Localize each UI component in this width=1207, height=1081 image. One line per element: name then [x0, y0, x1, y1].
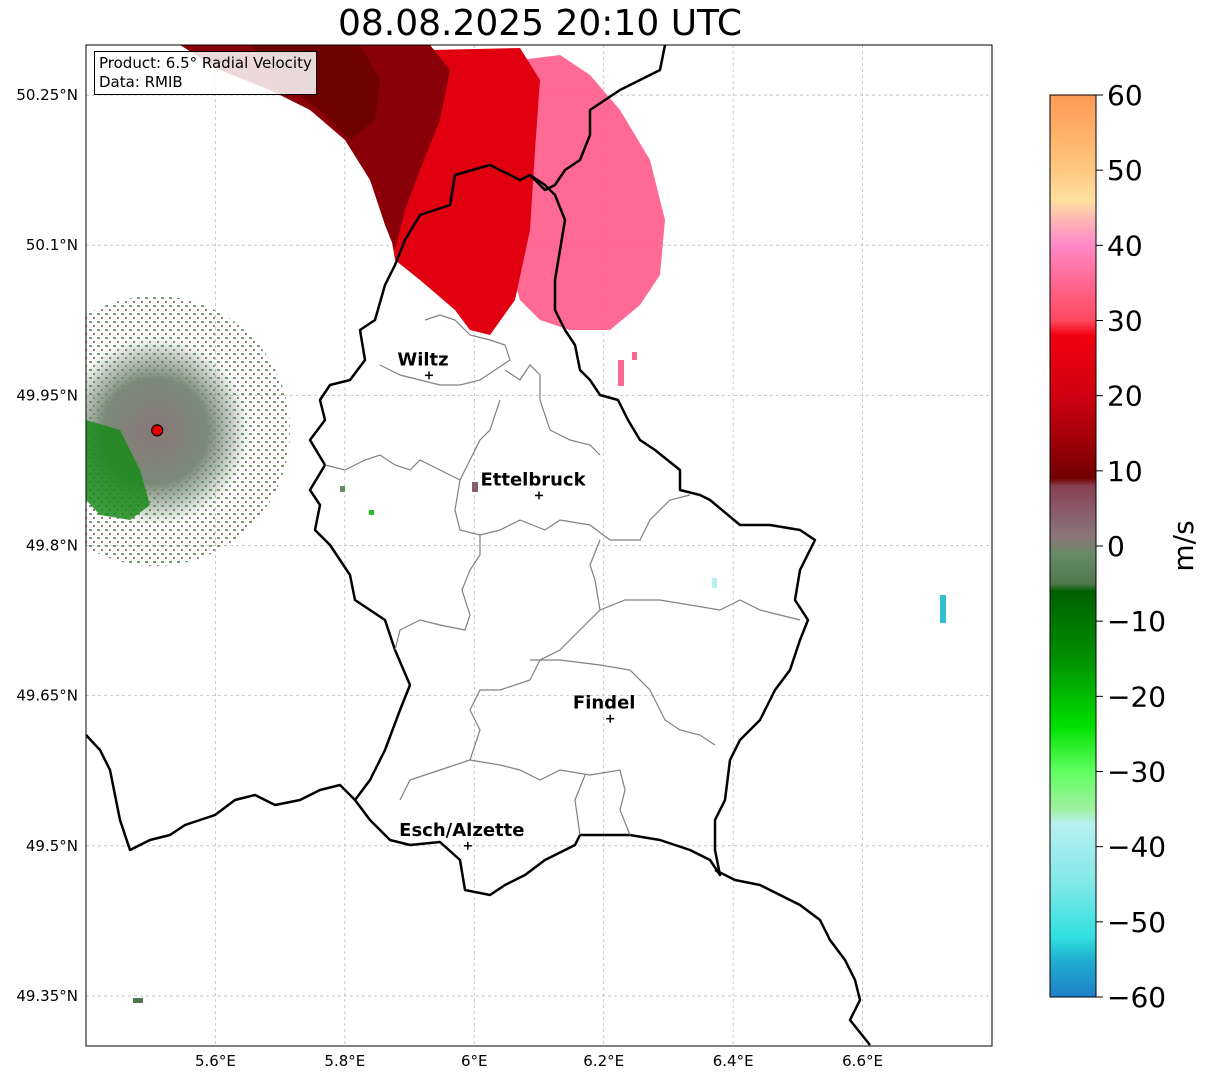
- colorbar-tick-label: 50: [1107, 154, 1143, 187]
- lon-tick-label: 6.2°E: [583, 1052, 624, 1070]
- colorbar-tick-label: −60: [1107, 981, 1166, 1014]
- colorbar-unit-label: m/s: [1167, 520, 1200, 571]
- city-marker[interactable]: Wiltz: [397, 349, 449, 380]
- lat-tick-label: 49.95°N: [16, 386, 78, 404]
- colorbar-tick-label: 60: [1107, 80, 1143, 112]
- lon-tick-label: 5.8°E: [324, 1052, 365, 1070]
- colorbar-tick-label: −20: [1107, 680, 1166, 713]
- map-title: 08.08.2025 20:10 UTC: [337, 3, 743, 44]
- velocity-echo-outbound-darkred: [180, 45, 450, 250]
- colorbar-tick-label: 20: [1107, 380, 1143, 413]
- colorbar-scale: [1049, 94, 1097, 998]
- colorbar-tick-label: −10: [1107, 605, 1166, 638]
- city-label: Ettelbruck: [480, 469, 586, 490]
- lat-tick-labels: 50.25°N 50.1°N 49.95°N 49.8°N 49.65°N 49.5°N 4…: [16, 86, 78, 1005]
- city-marker[interactable]: Esch/Alzette: [399, 820, 524, 850]
- velocity-echo-inbound-green: [86, 420, 150, 520]
- lon-tick-label: 6°E: [461, 1052, 488, 1070]
- city-label: Esch/Alzette: [399, 820, 524, 841]
- velocity-colorbar: 60 50 40 30 20 10 0 −10 −20 −30 −40 −50 −60 m/s: [1049, 80, 1200, 1014]
- lat-tick-label: 49.5°N: [26, 837, 78, 855]
- velocity-echo-outbound-pink: [500, 55, 665, 330]
- fr-be-border: [86, 734, 356, 852]
- de-fr-border: [714, 868, 871, 1046]
- luxembourg-border: [308, 163, 817, 897]
- canton-borders: [324, 314, 801, 836]
- city-label: Findel: [573, 693, 636, 714]
- lat-tick-label: 50.1°N: [26, 236, 78, 254]
- radar-site-marker[interactable]: [151, 424, 164, 437]
- colorbar-tick-label: 30: [1107, 305, 1143, 338]
- be-de-border: [529, 45, 667, 192]
- city-markers: Wiltz Ettelbruck Findel Esch/Alzette: [397, 349, 636, 850]
- lat-tick-label: 49.8°N: [26, 537, 78, 555]
- colorbar-tick-label: 10: [1107, 455, 1143, 488]
- lat-tick-label: 49.65°N: [16, 687, 78, 705]
- radar-map[interactable]: 5.6°E 5.8°E 6°E 6.2°E 6.4°E 6.6°E 50.25°N 50.1…: [0, 0, 1000, 1081]
- data-source-label: Data: RMIB: [99, 73, 183, 91]
- city-label: Wiltz: [397, 349, 448, 370]
- lat-tick-label: 50.25°N: [16, 86, 78, 104]
- colorbar-tick-label: 40: [1107, 229, 1143, 262]
- radar-echo-layer: [86, 45, 946, 1003]
- product-label: Product: 6.5° Radial Velocity: [99, 54, 312, 72]
- lon-tick-label: 6.4°E: [713, 1052, 754, 1070]
- colorbar-tick-label: −50: [1107, 906, 1166, 939]
- map-frame: [85, 44, 993, 1047]
- lat-tick-label: 49.35°N: [16, 987, 78, 1005]
- lon-tick-labels: 5.6°E 5.8°E 6°E 6.2°E 6.4°E 6.6°E: [195, 1052, 883, 1070]
- city-marker[interactable]: Ettelbruck: [480, 469, 587, 500]
- lon-tick-label: 6.6°E: [842, 1052, 883, 1070]
- product-info-box: Product: 6.5° Radial Velocity Data: RMIB: [94, 51, 317, 95]
- lon-tick-label: 5.6°E: [195, 1052, 236, 1070]
- colorbar-tick-label: −40: [1107, 831, 1166, 864]
- country-borders: [86, 45, 871, 1046]
- city-marker[interactable]: Findel: [573, 693, 636, 723]
- colorbar-ticks: 60 50 40 30 20 10 0 −10 −20 −30 −40 −50 −60: [1096, 80, 1166, 1014]
- colorbar-tick-label: −30: [1107, 756, 1166, 789]
- colorbar-tick-label: 0: [1107, 530, 1125, 563]
